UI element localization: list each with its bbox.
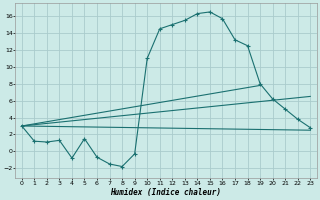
X-axis label: Humidex (Indice chaleur): Humidex (Indice chaleur) [110,188,221,197]
